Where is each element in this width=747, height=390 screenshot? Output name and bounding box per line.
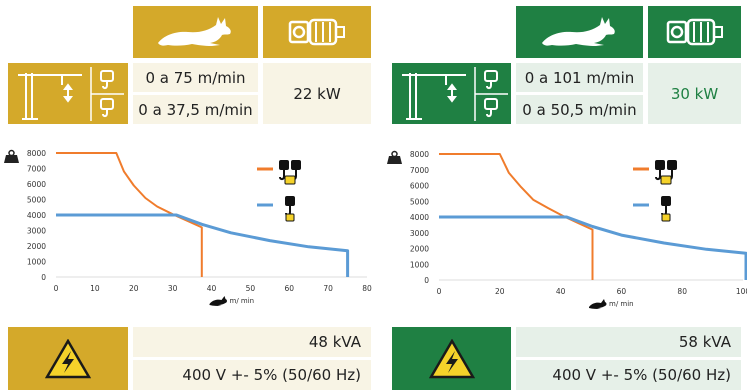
light-load-line xyxy=(439,215,747,280)
y-tick-label: 4000 xyxy=(410,213,429,222)
x-tick-label: 20 xyxy=(495,287,505,296)
y-tick-label: 7000 xyxy=(410,166,429,175)
x-axis-label: m/ min xyxy=(230,297,255,305)
crane-icon xyxy=(401,66,508,121)
load-speed-chart-right: 0 1000 2000 3000 4000 5000 6000 7000 8000 0 20 40 60… xyxy=(387,150,747,309)
electric-hazard-icon xyxy=(428,338,475,378)
voltage-value: 400 V +- 5% (50/60 Hz) xyxy=(133,360,371,390)
y-tick-label: 4000 xyxy=(27,211,46,220)
legend-double-hook xyxy=(633,160,677,185)
voltage-value: 400 V +- 5% (50/60 Hz) xyxy=(516,360,741,390)
y-tick-label: 5000 xyxy=(410,197,429,206)
speed-slow: 0 a 37,5 m/min xyxy=(133,95,258,124)
y-tick-label: 3000 xyxy=(27,227,46,236)
weight-icon xyxy=(4,149,19,163)
crane-icon xyxy=(18,66,124,121)
motor-header xyxy=(648,6,741,58)
speed-fast: 0 a 75 m/min xyxy=(133,63,258,92)
x-axis-label: m/ min xyxy=(609,300,634,308)
rabbit-icon xyxy=(541,17,615,46)
axis-rabbit-icon xyxy=(209,296,227,306)
electric-hazard-icon xyxy=(45,338,91,378)
weight-icon xyxy=(387,150,402,164)
heavy-load-line xyxy=(56,152,203,277)
x-tick-label: 60 xyxy=(617,287,627,296)
x-tick-label: 0 xyxy=(54,284,59,293)
crane-box xyxy=(8,63,128,124)
x-tick-label: 20 xyxy=(129,284,139,293)
speed-fast: 0 a 101 m/min xyxy=(516,63,643,92)
y-tick-label: 5000 xyxy=(27,196,46,205)
y-tick-label: 7000 xyxy=(27,165,46,174)
load-speed-chart-left: 0 1000 2000 3000 4000 5000 6000 7000 8000 0 10 20 30… xyxy=(4,149,372,306)
speed-header xyxy=(516,6,643,58)
light-load-line xyxy=(56,213,350,277)
y-tick-label: 1000 xyxy=(27,258,46,267)
x-tick-label: 60 xyxy=(284,284,294,293)
x-tick-label: 30 xyxy=(168,284,178,293)
x-tick-label: 100 xyxy=(736,287,747,296)
hook-icon xyxy=(483,69,498,117)
x-tick-label: 40 xyxy=(207,284,217,293)
hazard-box xyxy=(392,327,511,390)
x-tick-label: 0 xyxy=(437,287,442,296)
y-tick-label: 2000 xyxy=(410,245,429,254)
y-tick-label: 1000 xyxy=(410,260,429,269)
y-tick-label: 2000 xyxy=(27,242,46,251)
speed-slow: 0 a 50,5 m/min xyxy=(516,95,643,124)
y-tick-label: 6000 xyxy=(410,182,429,191)
rabbit-icon xyxy=(157,17,231,46)
x-tick-label: 70 xyxy=(323,284,333,293)
motor-icon xyxy=(288,18,345,46)
x-tick-label: 40 xyxy=(556,287,566,296)
motor-header xyxy=(263,6,371,58)
hook-icon xyxy=(100,69,114,117)
legend-double-hook xyxy=(257,160,301,185)
kva-value: 48 kVA xyxy=(133,327,371,357)
y-tick-label: 8000 xyxy=(410,150,429,159)
y-tick-label: 0 xyxy=(41,273,46,282)
y-tick-label: 0 xyxy=(424,276,429,285)
y-tick-label: 6000 xyxy=(27,180,46,189)
legend-single-hook xyxy=(257,196,295,222)
y-tick-label: 8000 xyxy=(27,149,46,158)
motor-power: 30 kW xyxy=(648,63,741,124)
crane-box xyxy=(392,63,511,124)
kva-value: 58 kVA xyxy=(516,327,741,357)
motor-power: 22 kW xyxy=(263,63,371,124)
heavy-load-line xyxy=(439,153,594,280)
x-tick-label: 80 xyxy=(677,287,687,296)
hazard-box xyxy=(8,327,128,390)
x-tick-label: 10 xyxy=(90,284,100,293)
x-tick-label: 80 xyxy=(362,284,372,293)
motor-icon xyxy=(666,18,723,46)
y-tick-label: 3000 xyxy=(410,229,429,238)
speed-header xyxy=(133,6,258,58)
x-tick-label: 50 xyxy=(246,284,256,293)
legend-single-hook xyxy=(633,196,671,222)
axis-rabbit-icon xyxy=(589,299,607,309)
